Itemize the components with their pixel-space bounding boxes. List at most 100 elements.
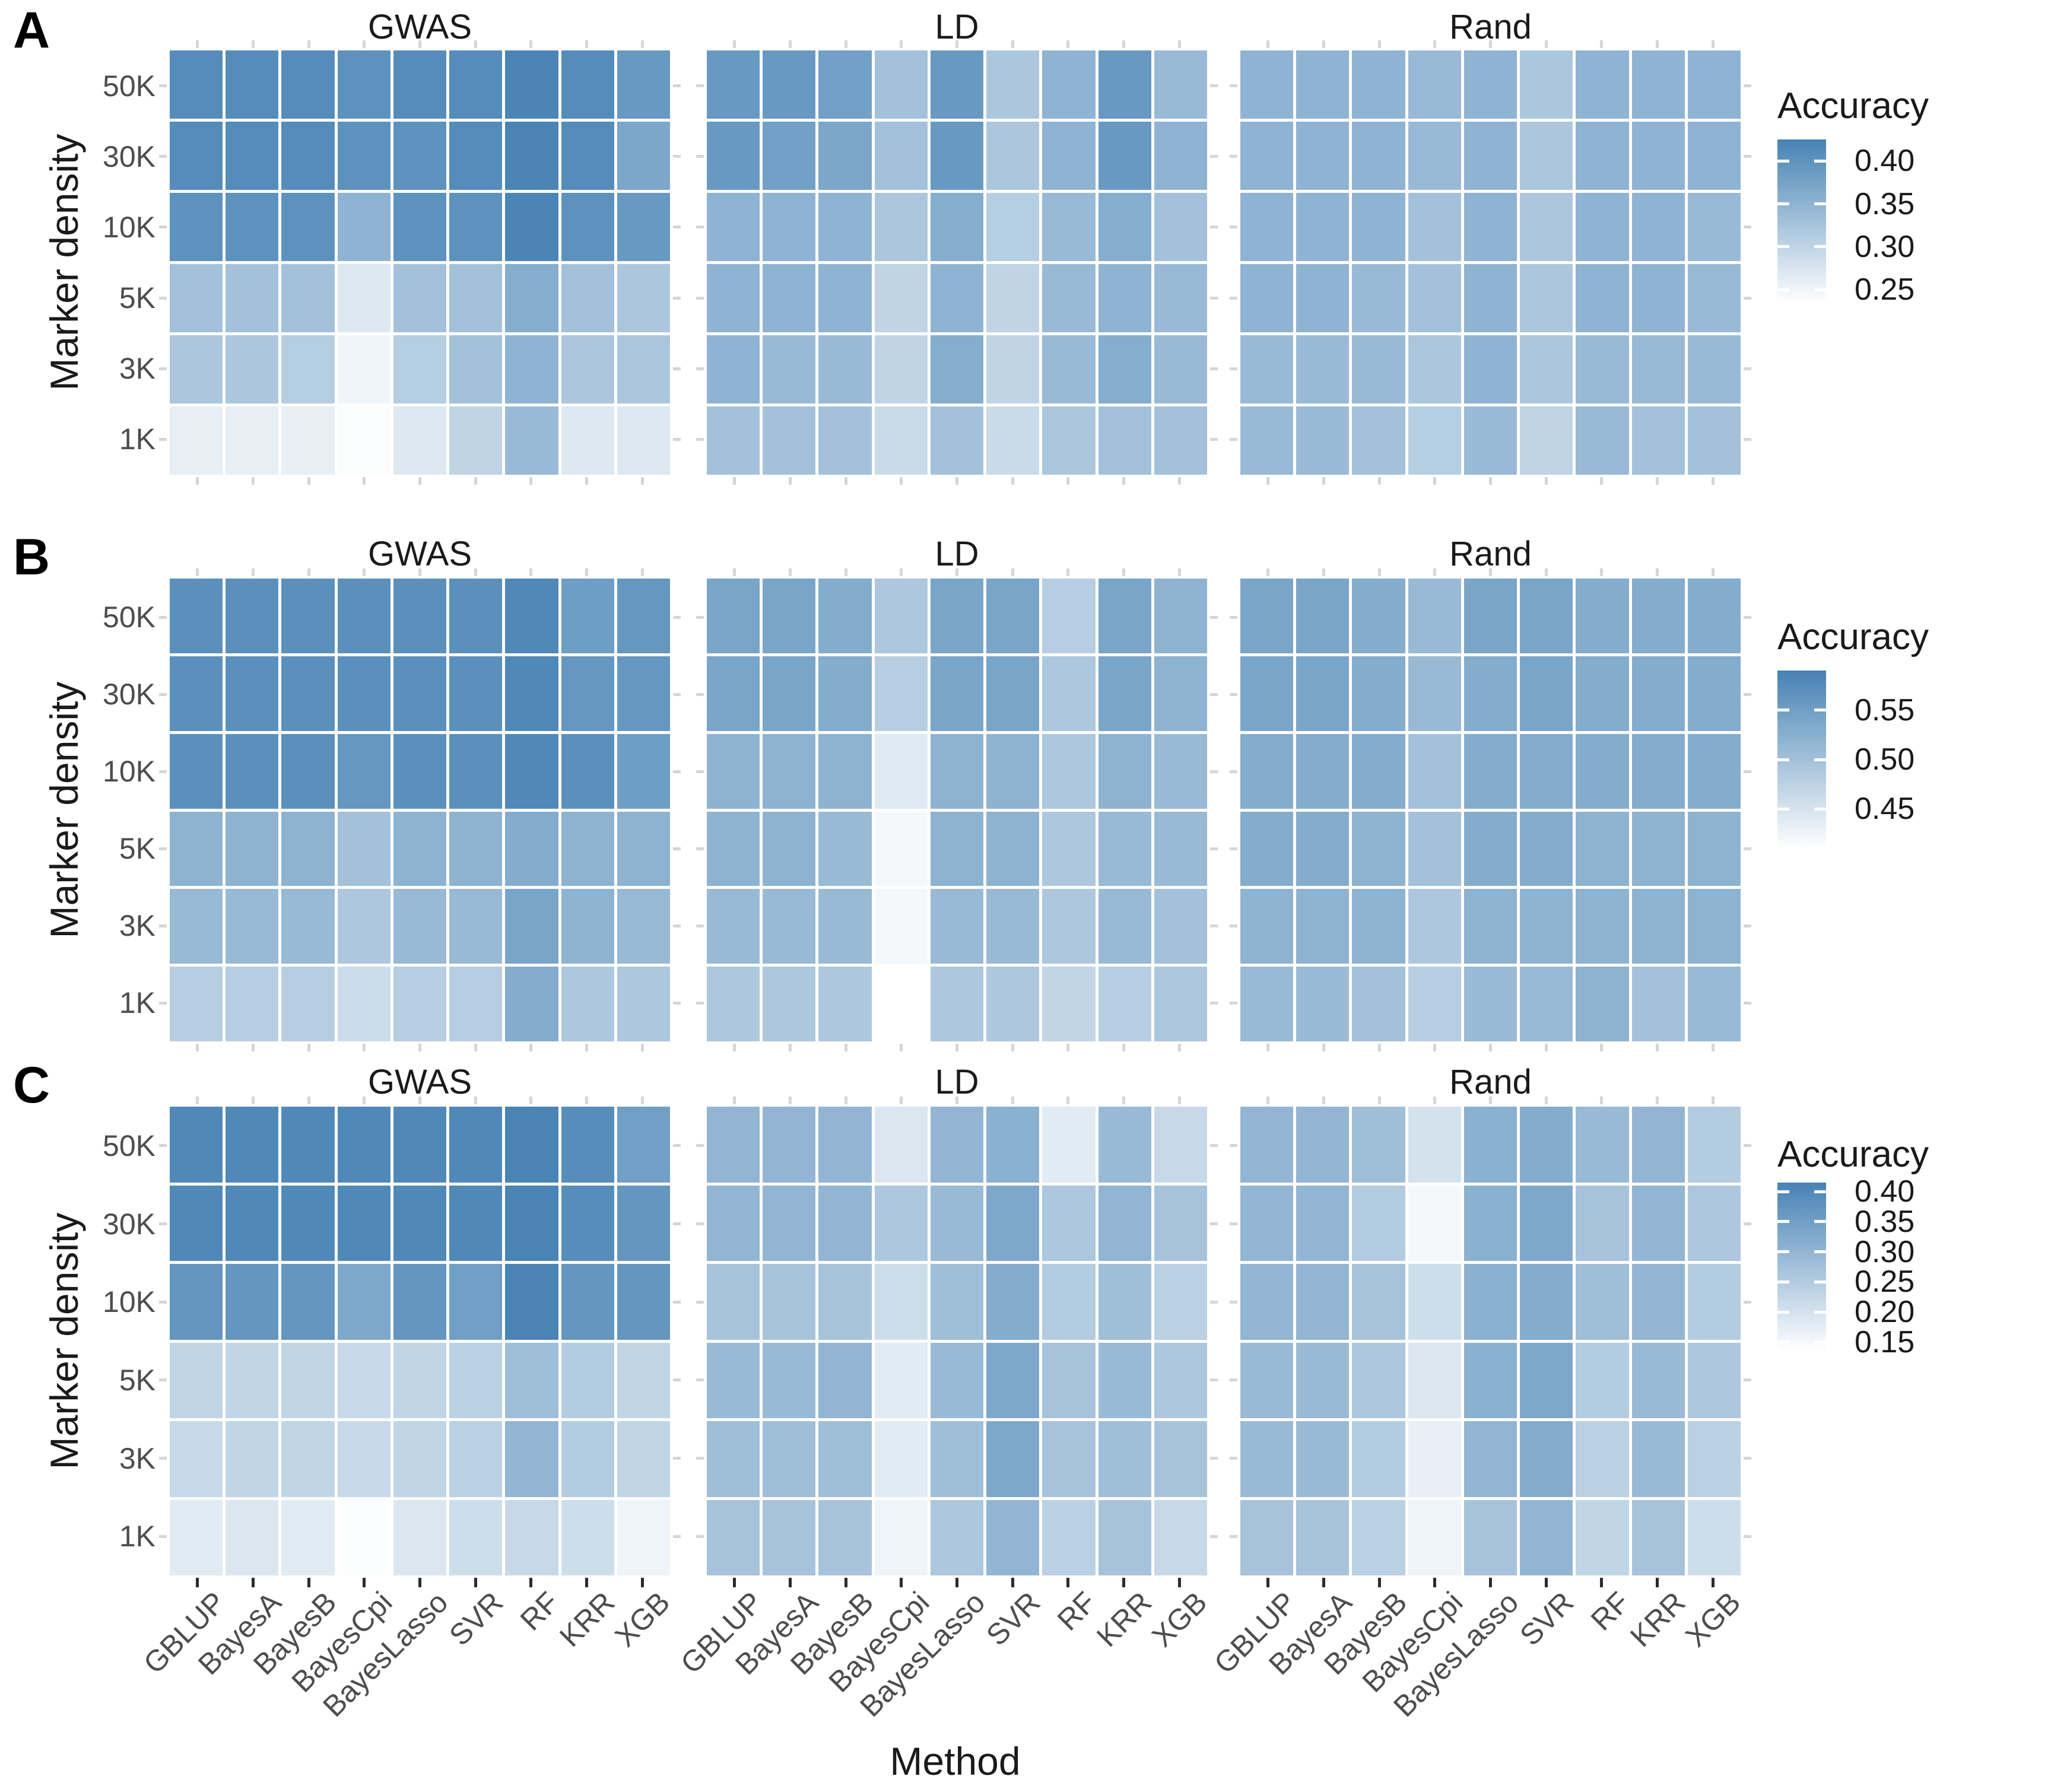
axis-tick [1433, 1044, 1437, 1051]
heatmap-cell-B-Rand-10K-KRR [1631, 733, 1685, 809]
heatmap-cell-C-Rand-3K-KRR [1631, 1421, 1685, 1497]
heatmap-cell-A-Rand-30K-BayesCpi [1408, 122, 1461, 190]
axis-tick [159, 296, 167, 300]
heatmap-cell-C-LD-10K-RF [1042, 1264, 1096, 1340]
heatmap-cell-A-GWAS-30K-KRR [561, 122, 614, 190]
heatmap-cell-A-GWAS-30K-SVR [449, 122, 503, 190]
heatmap-cell-A-LD-5K-GBLUP [707, 264, 760, 332]
heatmap-cell-C-LD-1K-BayesA [763, 1499, 816, 1575]
heatmap-cell-A-Rand-3K-SVR [1520, 335, 1573, 403]
legend-tick-mark [1777, 159, 1789, 163]
axis-tick [418, 40, 421, 48]
heatmap-cell-C-GWAS-5K-BayesCpi [337, 1342, 390, 1418]
heatmap-cell-B-LD-10K-BayesCpi [874, 733, 928, 809]
heatmap-cell-A-Rand-3K-KRR [1631, 335, 1685, 403]
heatmap-cell-B-LD-3K-KRR [1098, 889, 1151, 964]
axis-tick [196, 568, 199, 576]
heatmap-cell-B-Rand-30K-XGB [1687, 656, 1741, 731]
heatmap-cell-B-GWAS-50K-GBLUP [170, 579, 223, 653]
heatmap-cell-A-LD-10K-BayesA [763, 193, 816, 261]
heatmap-cell-C-Rand-1K-BayesB [1352, 1499, 1405, 1575]
heatmap-cell-C-LD-50K-GBLUP [707, 1107, 760, 1183]
axis-tick [252, 568, 255, 576]
heatmap-cell-A-GWAS-3K-RF [505, 335, 558, 403]
facet-title-ld-b: LD [935, 535, 979, 573]
axis-tick [673, 1001, 681, 1005]
y-tick-label-C-1K: 1K [119, 1520, 155, 1553]
heatmap-cell-A-LD-50K-RF [1042, 50, 1096, 119]
axis-tick [640, 40, 644, 48]
axis-tick [789, 477, 792, 485]
heatmap-cell-C-LD-30K-BayesA [763, 1185, 816, 1261]
axis-tick [159, 1378, 167, 1382]
heatmap-A-Rand [1240, 50, 1741, 475]
axis-tick [1210, 1457, 1218, 1460]
axis-tick [1744, 847, 1751, 850]
heatmap-C-LD [707, 1107, 1207, 1575]
heatmap-cell-A-GWAS-1K-BayesLasso [393, 406, 447, 475]
axis-tick [673, 924, 681, 927]
heatmap-cell-B-GWAS-3K-RF [505, 889, 558, 964]
heatmap-cell-C-LD-5K-XGB [1154, 1342, 1207, 1418]
heatmap-cell-B-GWAS-30K-SVR [449, 656, 503, 731]
heatmap-cell-B-LD-50K-XGB [1154, 579, 1207, 653]
axis-tick [696, 847, 704, 850]
heatmap-cell-B-GWAS-5K-BayesA [226, 811, 279, 887]
heatmap-cell-B-Rand-3K-BayesCpi [1408, 889, 1461, 964]
axis-tick [418, 568, 421, 576]
heatmap-cell-B-Rand-3K-KRR [1631, 889, 1685, 964]
axis-tick [1489, 568, 1492, 576]
y-tick-label-A-3K: 3K [119, 352, 155, 386]
heatmap-cell-B-LD-1K-BayesCpi [874, 967, 928, 1041]
heatmap-cell-A-Rand-3K-BayesLasso [1463, 335, 1517, 403]
legend-tick-mark [1814, 288, 1826, 291]
axis-tick [1210, 437, 1218, 441]
axis-tick [1266, 1044, 1270, 1051]
heatmap-cell-B-Rand-1K-KRR [1631, 967, 1685, 1041]
axis-tick [696, 1001, 704, 1005]
axis-tick [1230, 437, 1237, 441]
heatmap-cell-A-Rand-50K-GBLUP [1240, 50, 1294, 119]
heatmap-cell-A-Rand-30K-GBLUP [1240, 122, 1294, 190]
axis-tick [159, 847, 167, 850]
axis-tick [1322, 1044, 1325, 1051]
axis-tick [1011, 40, 1014, 48]
heatmap-cell-B-GWAS-10K-BayesLasso [393, 733, 447, 809]
heatmap-cell-C-Rand-1K-KRR [1631, 1499, 1685, 1575]
heatmap-cell-B-LD-1K-BayesLasso [930, 967, 984, 1041]
heatmap-cell-C-Rand-5K-RF [1576, 1342, 1629, 1418]
axis-tick [900, 477, 903, 485]
axis-tick [159, 924, 167, 927]
axis-tick [733, 568, 736, 576]
heatmap-cell-B-Rand-10K-GBLUP [1240, 733, 1294, 809]
heatmap-cell-C-Rand-1K-BayesCpi [1408, 1499, 1461, 1575]
heatmap-cell-A-Rand-50K-SVR [1520, 50, 1573, 119]
axis-tick [1544, 1097, 1548, 1104]
legend-tick-mark [1777, 1310, 1789, 1314]
legend-tick-mark [1777, 1280, 1789, 1283]
axis-tick [673, 847, 681, 850]
heatmap-cell-A-GWAS-5K-XGB [617, 264, 670, 332]
heatmap-cell-A-GWAS-1K-KRR [561, 406, 614, 475]
heatmap-cell-A-Rand-1K-RF [1576, 406, 1629, 475]
heatmap-cell-C-LD-10K-BayesA [763, 1264, 816, 1340]
heatmap-cell-C-Rand-50K-SVR [1520, 1107, 1573, 1183]
heatmap-cell-B-LD-5K-XGB [1154, 811, 1207, 887]
axis-tick [1122, 1097, 1125, 1104]
y-tick-label-C-10K: 10K [103, 1285, 155, 1319]
legend-tick-label-B-0.50: 0.50 [1855, 742, 1915, 777]
heatmap-cell-B-Rand-1K-SVR [1520, 967, 1573, 1041]
heatmap-cell-C-Rand-30K-XGB [1687, 1185, 1741, 1261]
heatmap-cell-B-Rand-50K-BayesA [1296, 579, 1350, 653]
axis-tick [1544, 1578, 1548, 1587]
axis-tick [1210, 1222, 1218, 1225]
axis-tick [363, 40, 366, 48]
axis-tick [1230, 155, 1237, 158]
heatmap-cell-C-LD-1K-KRR [1098, 1499, 1151, 1575]
heatmap-cell-B-GWAS-30K-XGB [617, 656, 670, 731]
y-tick-label-B-1K: 1K [119, 986, 155, 1019]
heatmap-cell-A-GWAS-50K-SVR [449, 50, 503, 119]
legend-tick-mark [1814, 202, 1826, 206]
heatmap-cell-B-GWAS-10K-SVR [449, 733, 503, 809]
heatmap-cell-C-LD-50K-BayesA [763, 1107, 816, 1183]
